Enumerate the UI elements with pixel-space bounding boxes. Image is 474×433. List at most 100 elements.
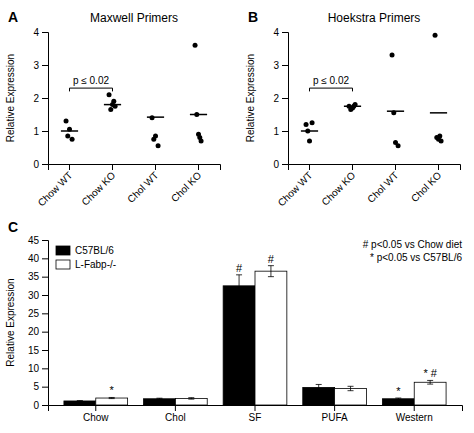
bar — [255, 271, 287, 405]
data-point — [70, 137, 75, 142]
bar — [414, 382, 446, 405]
x-tick-label: Chow WT — [36, 170, 75, 209]
y-tick: 10 — [28, 363, 48, 374]
y-tick-label: 15 — [28, 345, 40, 356]
x-tick-mark — [334, 405, 335, 411]
y-tick-mark — [42, 313, 48, 314]
x-tick-mark — [95, 405, 96, 411]
bracket — [310, 88, 353, 89]
bracket-leg — [69, 88, 70, 91]
error-cap — [395, 399, 401, 400]
y-tick-label: 30 — [28, 290, 40, 301]
y-tick: 4 — [33, 27, 48, 38]
legend-label: C57BL/6 — [75, 245, 114, 256]
error-cap — [348, 390, 354, 391]
data-point — [310, 120, 315, 125]
significance-mark: * — [110, 384, 115, 396]
significance-mark: * — [396, 385, 401, 397]
y-tick-label: 2 — [33, 93, 39, 104]
bar — [96, 398, 128, 405]
y-tick-mark — [282, 164, 288, 165]
x-tick-mark — [438, 164, 439, 170]
data-point — [156, 143, 161, 148]
x-axis-line — [49, 406, 463, 412]
error-bar — [239, 275, 240, 297]
title: Hoekstra Primers — [328, 11, 421, 25]
y-axis: 051015202530354045 — [28, 235, 49, 411]
error-cap — [77, 400, 83, 401]
bar — [303, 387, 335, 405]
error-cap — [268, 265, 274, 266]
y-tick: 0 — [273, 159, 288, 170]
error-cap — [427, 384, 433, 385]
mean-line — [430, 112, 447, 114]
y-tick-mark — [42, 368, 48, 369]
y-axis: 01234 — [33, 27, 48, 170]
x-tick-label: Chol WT — [365, 170, 400, 205]
error-bar — [270, 266, 271, 277]
x-tick: Chol WT — [125, 164, 160, 205]
legend-label: L-Fabp-/- — [75, 259, 116, 270]
bar — [144, 399, 176, 405]
x-tick-label: Chol KO — [409, 170, 444, 205]
error-cap — [395, 398, 401, 399]
error-bar — [318, 384, 319, 390]
y-tick-label: 0 — [273, 159, 279, 170]
x-tick: Chol WT — [365, 164, 400, 205]
data-point — [64, 119, 69, 124]
y-tick-label: 2 — [273, 93, 279, 104]
x-tick: Chow WT — [36, 164, 75, 208]
x-axis-line — [49, 165, 221, 171]
bar — [382, 399, 414, 405]
mean-line — [387, 110, 404, 112]
x-tick-mark — [414, 405, 415, 411]
x-tick: SF — [249, 405, 262, 423]
y-tick-mark — [282, 65, 288, 66]
bar — [223, 286, 255, 405]
note: # p<0.05 vs Chow diet — [363, 239, 462, 250]
bar — [64, 401, 96, 405]
x-tick-mark — [112, 164, 113, 170]
mean-line — [344, 106, 361, 108]
y-tick: 0 — [33, 159, 48, 170]
panel-label: C — [8, 219, 18, 235]
y-tick-mark — [42, 32, 48, 33]
y-axis-title: Relative Expression — [245, 54, 256, 142]
significance-mark: # — [268, 253, 275, 265]
y-tick-mark — [42, 387, 48, 388]
y-tick-label: 3 — [273, 60, 279, 71]
y-tick-mark — [42, 405, 48, 406]
error-bar — [430, 380, 431, 384]
y-tick: 1 — [33, 126, 48, 137]
x-tick-mark — [155, 164, 156, 170]
error-cap — [188, 397, 194, 398]
x-tick-mark — [69, 164, 70, 170]
y-axis-line — [42, 241, 49, 406]
mean-line — [104, 104, 121, 106]
y-tick: 20 — [28, 326, 48, 337]
error-cap — [188, 399, 194, 400]
mean-line — [190, 114, 207, 116]
y-tick-label: 4 — [33, 27, 39, 38]
x-tick-label: Western — [396, 412, 433, 423]
y-tick: 0 — [33, 400, 48, 411]
bracket-leg — [309, 88, 310, 91]
data-point — [433, 33, 438, 38]
x-tick-mark — [175, 405, 176, 411]
y-tick: 1 — [273, 126, 288, 137]
x-tick: Chol KO — [169, 164, 204, 204]
note: * p<0.05 vs C57BL/6 — [370, 252, 462, 263]
error-cap — [316, 384, 322, 385]
y-tick: 35 — [28, 271, 48, 282]
error-cap — [348, 386, 354, 387]
bracket — [70, 88, 113, 89]
y-tick-mark — [42, 65, 48, 66]
data-point — [304, 122, 309, 127]
x-tick-label: Chol WT — [125, 170, 160, 205]
x-tick: Chow KO — [79, 164, 117, 208]
y-tick: 4 — [273, 27, 288, 38]
legend: C57BL/6 L-Fabp-/- — [56, 245, 116, 270]
y-axis-line — [282, 33, 289, 165]
y-tick: 3 — [273, 60, 288, 71]
title: Maxwell Primers — [90, 11, 178, 25]
